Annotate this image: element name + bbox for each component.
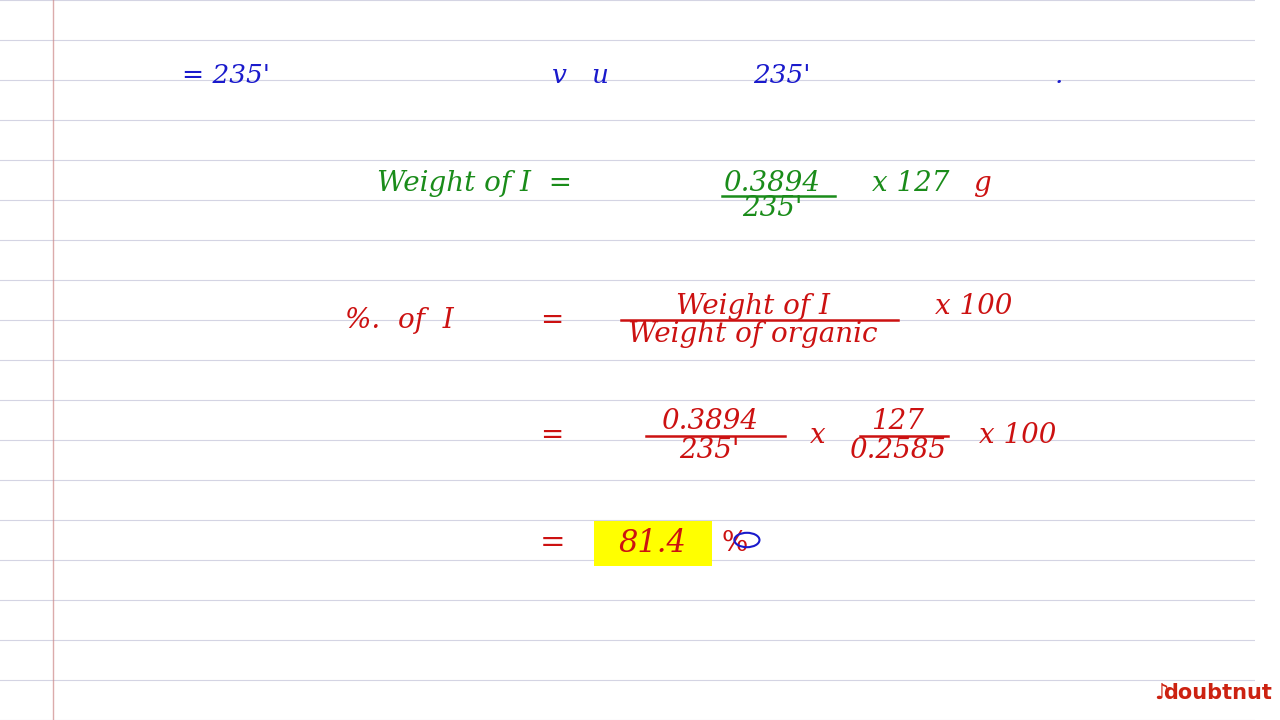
Text: =: = [540,528,566,559]
Text: Weight of organic: Weight of organic [628,321,878,348]
Text: .: . [1055,63,1062,88]
Text: Weight of I  =: Weight of I = [376,170,572,197]
Text: 0.3894: 0.3894 [660,408,758,435]
Text: = 235': = 235' [182,63,270,88]
FancyBboxPatch shape [594,521,712,566]
Text: x 100: x 100 [936,292,1012,320]
Text: %.  of  I: %. of I [346,307,454,334]
Text: ♪: ♪ [1155,683,1169,703]
Text: Weight of I: Weight of I [676,292,831,320]
Text: %: % [722,530,748,557]
Text: 235': 235' [753,63,810,88]
Text: 127: 127 [872,408,924,435]
Text: g: g [973,170,991,197]
Text: x: x [810,422,826,449]
Text: 235': 235' [742,195,803,222]
Text: x 127: x 127 [873,170,950,197]
Text: x 100: x 100 [979,422,1056,449]
Text: =: = [540,422,563,449]
Text: 81.4: 81.4 [618,528,686,559]
Text: =: = [540,307,563,334]
Text: doubtnut: doubtnut [1164,683,1272,703]
Text: 0.3894: 0.3894 [723,170,820,197]
Text: v   u: v u [553,63,609,88]
Text: 235': 235' [678,436,740,464]
Text: 0.2585: 0.2585 [849,436,946,464]
